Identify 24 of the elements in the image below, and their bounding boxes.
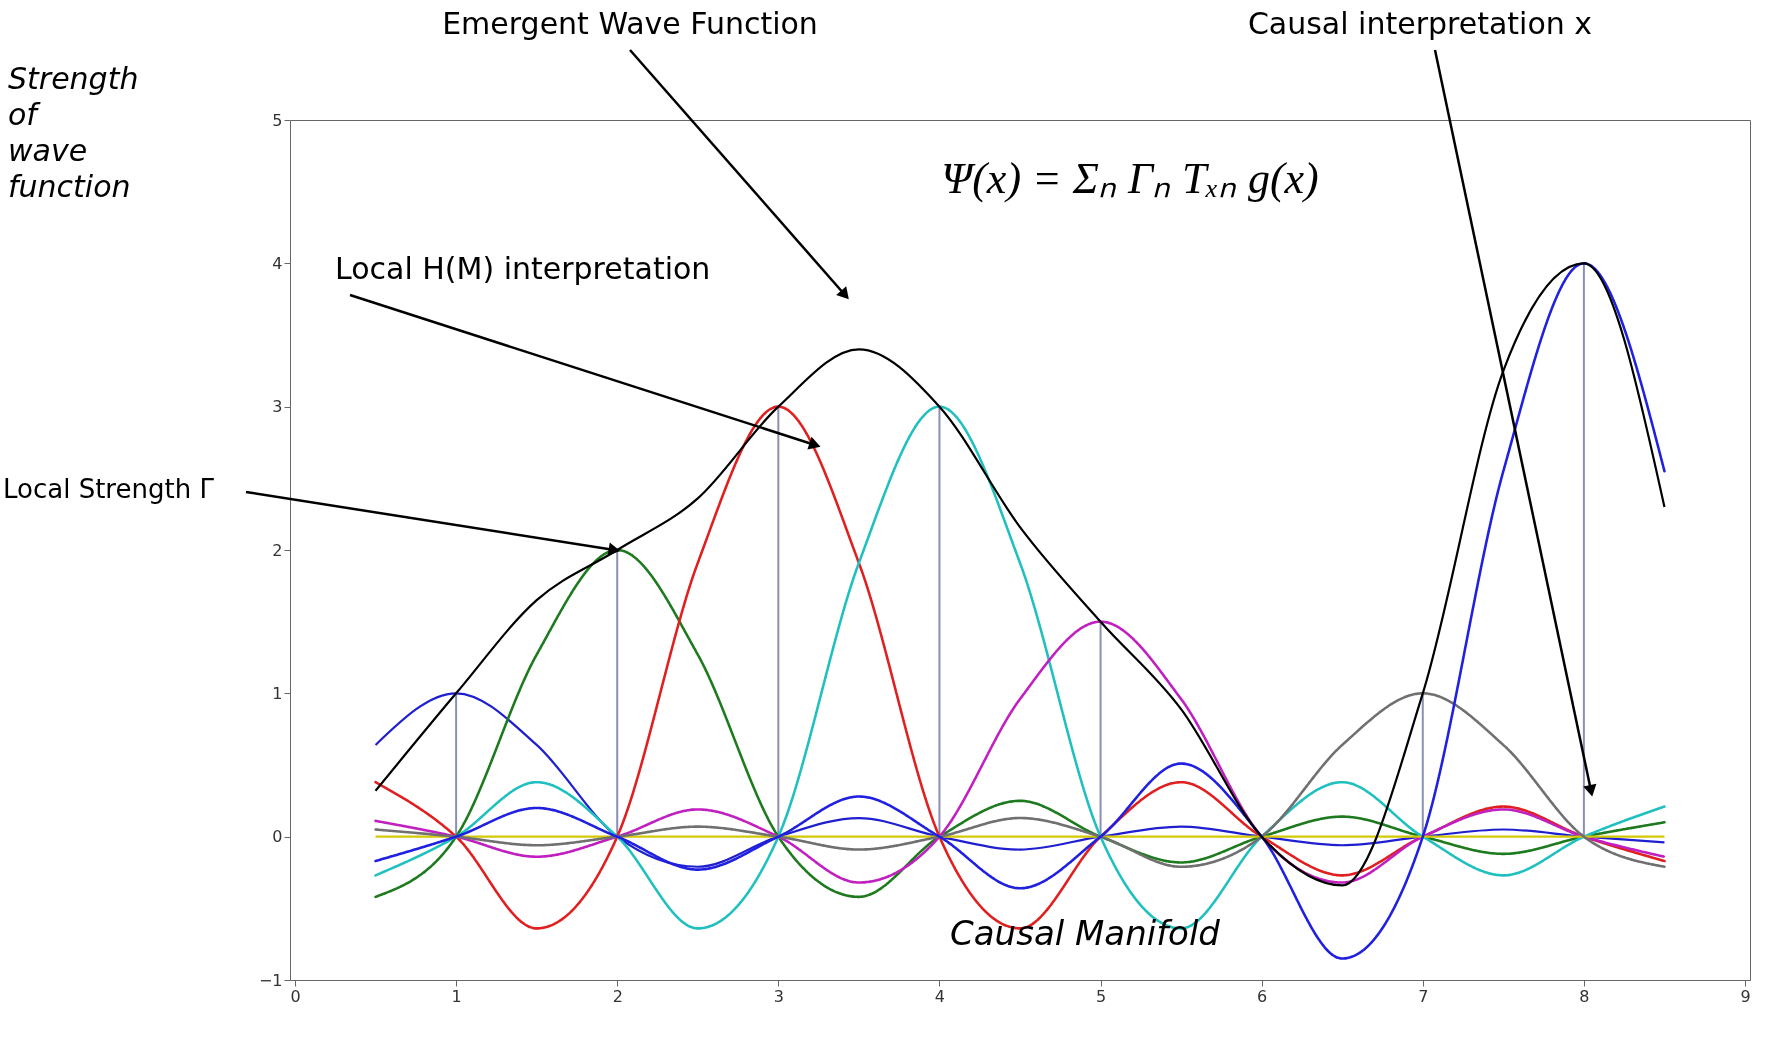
x-tick-label: 6 — [1257, 986, 1268, 1006]
x-tick-label: 1 — [451, 986, 462, 1006]
annotation: Causal interpretation x — [1247, 6, 1593, 41]
annotation: Local H(M) interpretation — [335, 251, 711, 286]
x-tick-label: 0 — [290, 986, 301, 1006]
y-tick-label: 0 — [272, 827, 283, 847]
x-tick-label: 3 — [773, 986, 784, 1006]
annotation: Causal Manifold — [950, 913, 1221, 953]
y-tick-label: 5 — [272, 110, 283, 130]
annotation: Ψ(x) = Σₙ Γₙ Tₓₙ g(x) — [941, 154, 1319, 203]
x-tick-label: 5 — [1095, 986, 1107, 1006]
x-tick-label: 8 — [1579, 986, 1590, 1006]
text: Emergent Wave Function — [442, 6, 818, 41]
y-tick-label: −1 — [258, 970, 283, 990]
x-tick-label: 7 — [1418, 986, 1429, 1006]
y-axis-title: Strength of wave function — [8, 61, 139, 204]
x-tick-label: 4 — [934, 986, 946, 1006]
x-tick-label: 2 — [612, 986, 623, 1006]
y-tick-label: 1 — [272, 683, 283, 703]
x-tick-label: 9 — [1740, 986, 1751, 1006]
y-tick-label: 4 — [272, 253, 283, 273]
annotation: Local Strength Γ — [3, 474, 215, 504]
y-tick-label: 3 — [272, 397, 283, 417]
y-tick-label: 2 — [272, 540, 283, 560]
